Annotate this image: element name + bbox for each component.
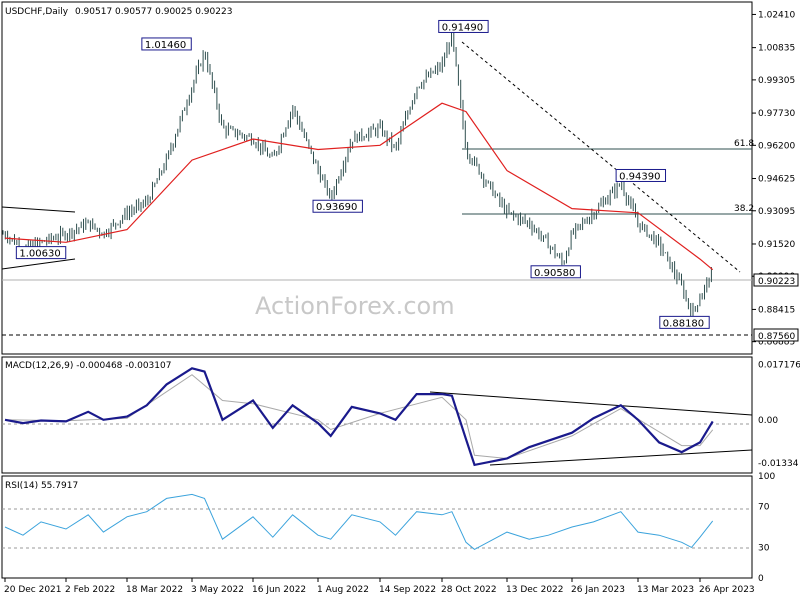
annotation-box-4 xyxy=(530,265,581,279)
annotation-box-6 xyxy=(659,315,710,329)
price-tick-label-7: 0.91520 xyxy=(758,240,795,250)
macd-lower-trendline xyxy=(489,449,753,466)
date-tick-label-8: 13 Dec 2022 xyxy=(506,585,564,595)
fib-382-label: 38.2 xyxy=(734,204,754,214)
down-trendline xyxy=(461,41,741,273)
chart-header: USDCHF,Daily 0.90517 0.90577 0.90025 0.9… xyxy=(5,7,232,17)
current-price-text: 0.90223 xyxy=(758,277,795,287)
annotation-label-4: 0.90580 xyxy=(534,268,575,279)
rsi-tick-label-0: 100 xyxy=(758,472,775,482)
macd-tick-label-2: -0.01334 xyxy=(758,459,799,469)
rsi-line xyxy=(4,493,714,550)
annotation-box-2 xyxy=(312,199,363,213)
annotation-label-0: 1.00630 xyxy=(19,249,60,260)
rsi-lines-group xyxy=(4,493,714,550)
macd-tick-label-1: 0.00 xyxy=(758,416,778,426)
macd-tick-label-0: 0.017176 xyxy=(758,360,800,370)
date-tick-label-11: 26 Apr 2023 xyxy=(699,585,755,595)
price-tick-label-6: 0.93095 xyxy=(758,207,795,217)
reference-price-text: 0.87560 xyxy=(758,332,795,342)
macd-main-line xyxy=(4,367,714,467)
watermark: ActionForex.com xyxy=(255,292,455,320)
annotation-label-1: 1.01460 xyxy=(145,40,186,51)
rsi-axis: 100 70 30 0 xyxy=(758,472,775,584)
date-tick-label-9: 26 Jan 2023 xyxy=(571,585,625,595)
price-tick-label-0: 1.02410 xyxy=(758,10,795,20)
symbol-label: USDCHF,Daily xyxy=(5,7,69,17)
date-tick-label-3: 3 May 2022 xyxy=(191,585,244,595)
current-price-tag xyxy=(753,273,799,287)
macd-axis: 0.017176 0.00 -0.01334 xyxy=(758,360,800,468)
price-axis: 1.02410 1.00835 0.99305 0.97730 0.96200 0.946… xyxy=(752,10,795,348)
reference-price-tag xyxy=(753,328,799,342)
moving-average-group xyxy=(4,102,714,271)
rsi-tick-label-1: 70 xyxy=(758,503,770,513)
annotation-label-6: 0.88180 xyxy=(663,318,704,329)
macd-title: MACD(12,26,9) -0.000468 -0.003107 xyxy=(5,361,171,371)
annotation-label-2: 0.93690 xyxy=(316,202,357,213)
moving-average-line xyxy=(4,102,714,271)
date-tick-label-10: 13 Mar 2023 xyxy=(637,585,694,595)
annotation-box-0 xyxy=(15,246,67,260)
triangle-upper-line xyxy=(1,206,76,213)
rsi-tick-label-3: 0 xyxy=(758,574,764,584)
annotation-box-3 xyxy=(438,19,489,33)
price-tick-label-2: 0.99305 xyxy=(758,76,795,86)
ohlc-values: 0.90517 0.90577 0.90025 0.90223 xyxy=(75,7,232,17)
date-axis: 20 Dec 2021 2 Feb 2022 18 Mar 2022 3 May 20… xyxy=(4,578,755,595)
price-tick-label-10: 0.86885 xyxy=(758,338,795,348)
triangle-lower-line xyxy=(1,258,76,270)
date-tick-label-5: 1 Aug 2022 xyxy=(317,585,369,595)
date-tick-label-4: 16 Jun 2022 xyxy=(252,585,306,595)
annotation-box-1 xyxy=(141,37,192,51)
date-tick-label-1: 2 Feb 2022 xyxy=(65,585,115,595)
macd-upper-trendline xyxy=(429,391,753,416)
rsi-title: RSI(14) 55.7917 xyxy=(5,481,78,491)
price-tick-label-3: 0.97730 xyxy=(758,109,795,119)
date-tick-label-6: 14 Sep 2022 xyxy=(379,585,436,595)
price-tick-label-5: 0.94625 xyxy=(758,175,795,185)
price-tick-label-4: 0.96200 xyxy=(758,141,795,151)
macd-lines-group xyxy=(4,367,714,467)
date-tick-label-7: 28 Oct 2022 xyxy=(441,585,497,595)
annotation-box-5 xyxy=(615,168,667,182)
annotation-group: 1.00630 1.01460 0.93690 0.91490 0.90580 0.943… xyxy=(15,19,710,329)
price-tick-label-9: 0.88415 xyxy=(758,305,795,315)
annotation-label-3: 0.91490 xyxy=(442,22,483,33)
price-tick-label-1: 1.00835 xyxy=(758,44,795,54)
fib-618-label: 61.8 xyxy=(734,139,754,149)
date-tick-label-2: 18 Mar 2022 xyxy=(126,585,183,595)
rsi-tick-label-2: 30 xyxy=(758,543,770,553)
rsi-panel xyxy=(1,475,753,579)
annotation-label-5: 0.94390 xyxy=(619,171,660,182)
date-tick-label-0: 20 Dec 2021 xyxy=(4,585,62,595)
macd-panel xyxy=(1,356,753,474)
